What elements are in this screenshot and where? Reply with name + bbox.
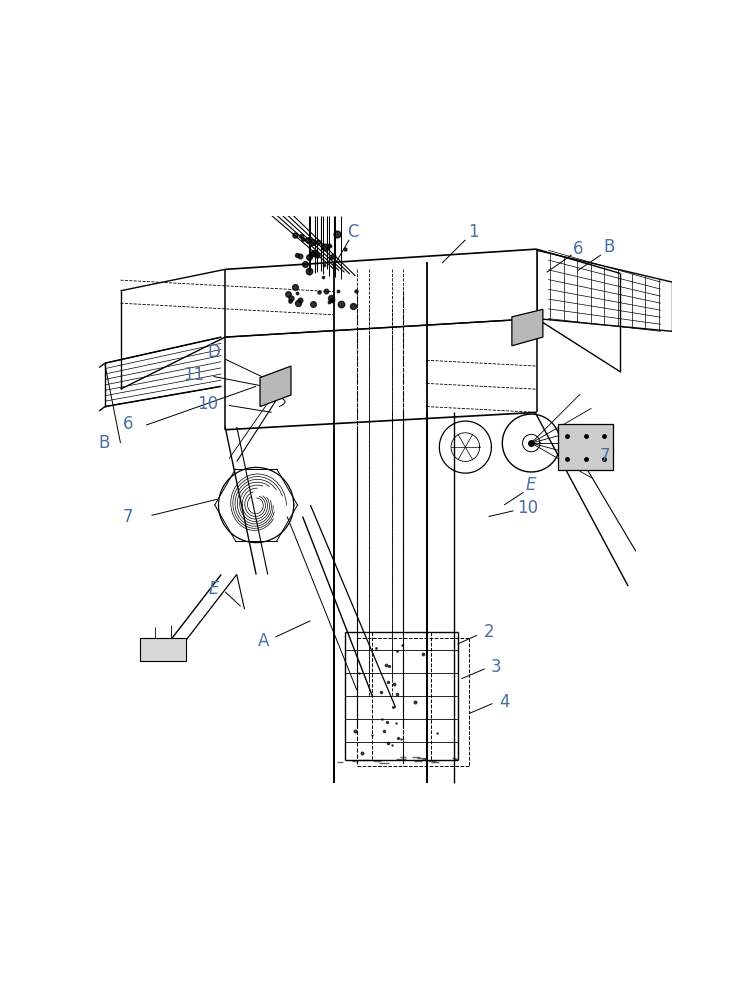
Text: 2: 2: [483, 623, 494, 641]
Text: 10: 10: [517, 499, 538, 517]
Text: 4: 4: [499, 693, 509, 711]
Text: 11: 11: [184, 366, 205, 384]
Bar: [558, 424, 613, 470]
Bar: [140, 638, 186, 661]
Text: B: B: [603, 238, 615, 256]
Text: A: A: [258, 632, 270, 650]
Polygon shape: [260, 366, 291, 407]
Text: 3: 3: [491, 658, 502, 676]
Text: D: D: [207, 343, 220, 361]
Text: C: C: [347, 223, 359, 241]
Text: 6: 6: [123, 415, 134, 433]
Text: E: E: [526, 476, 536, 494]
Text: 10: 10: [197, 395, 219, 413]
Text: E: E: [208, 580, 219, 598]
Text: 1: 1: [468, 223, 478, 241]
Text: 6: 6: [572, 240, 583, 258]
Text: 7: 7: [123, 508, 134, 526]
Text: B: B: [99, 434, 110, 452]
Text: 7: 7: [600, 447, 610, 465]
Polygon shape: [512, 309, 543, 346]
